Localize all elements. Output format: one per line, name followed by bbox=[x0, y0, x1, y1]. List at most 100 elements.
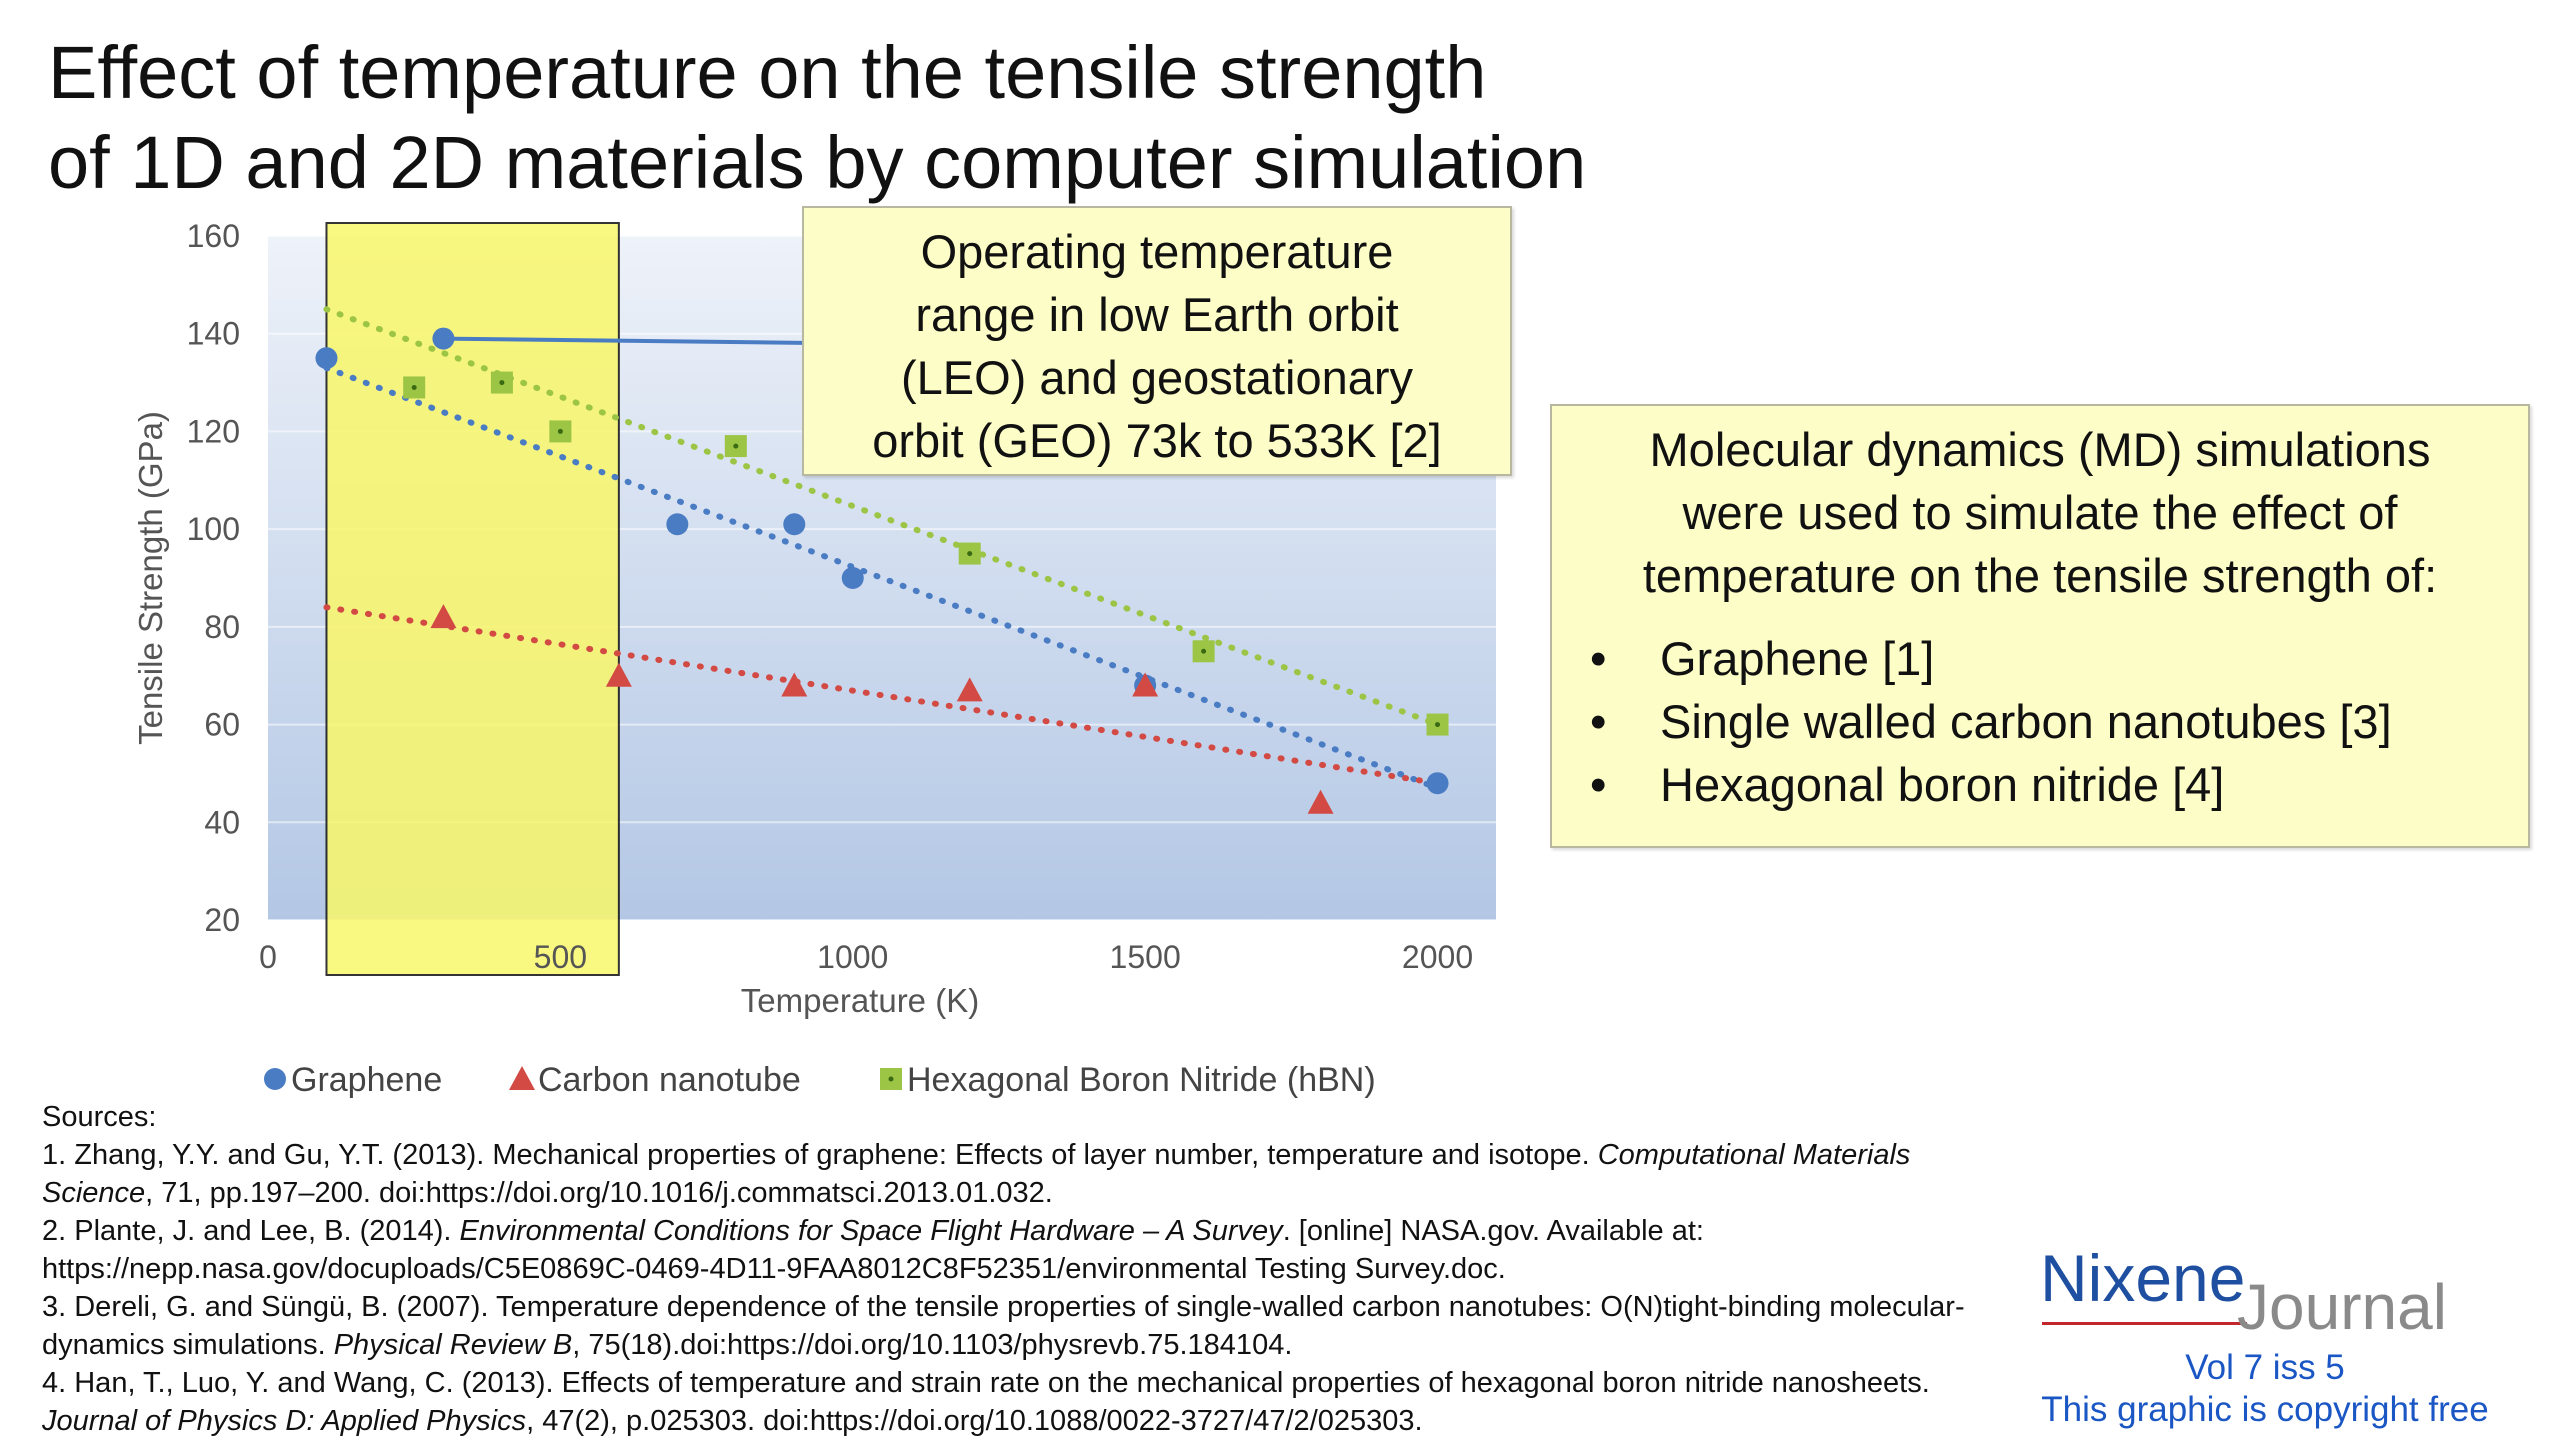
nixene-journal-brand: Nixene Journal Vol 7 iss 5 This graphic … bbox=[2030, 1240, 2530, 1429]
legend-label: Hexagonal Boron Nitride (hBN) bbox=[907, 1061, 1376, 1099]
x-tick-labels: 0 500 1000 1500 2000 bbox=[259, 939, 1473, 975]
y-tick-label: 80 bbox=[204, 609, 240, 645]
ref-text: , 47(2), p.025303. doi:https://doi.org/1… bbox=[526, 1405, 1423, 1437]
highlight-band bbox=[325, 222, 620, 976]
point-circle-2 bbox=[666, 513, 689, 536]
point-square-1-dot bbox=[499, 380, 505, 386]
trendline-0 bbox=[323, 364, 1441, 792]
y-tick-label: 40 bbox=[204, 804, 240, 840]
y-tick-label: 140 bbox=[187, 316, 240, 352]
point-circle-0 bbox=[315, 347, 338, 370]
point-triangle-3 bbox=[956, 677, 983, 702]
logo-underline bbox=[2042, 1322, 2247, 1325]
source-ref-1: 1. Zhang, Y.Y. and Gu, Y.T. (2013). Mech… bbox=[42, 1136, 2002, 1212]
md-item-nanotubes: • Single walled carbon nanotubes [3] bbox=[1572, 690, 2508, 753]
title-line-1: Effect of temperature on the tensile str… bbox=[48, 31, 1487, 114]
source-ref-3: 3. Dereli, G. and Süngü, B. (2007). Temp… bbox=[42, 1288, 2002, 1364]
x-tick-label: 2000 bbox=[1402, 939, 1473, 975]
point-square-3 bbox=[724, 435, 747, 458]
nixene-logo: Nixene Journal bbox=[2030, 1240, 2530, 1343]
md-item-label: Graphene [1] bbox=[1660, 632, 1935, 685]
md-intro-line-2: were used to simulate the effect of bbox=[1682, 486, 2398, 539]
y-tick-label: 120 bbox=[187, 413, 240, 449]
md-item-label: Hexagonal boron nitride [4] bbox=[1660, 758, 2225, 811]
x-tick-label: 1000 bbox=[817, 939, 888, 975]
logo-journal: Journal bbox=[2237, 1271, 2447, 1343]
point-square-2-dot bbox=[557, 428, 563, 434]
ref-journal: Physical Review B bbox=[333, 1329, 573, 1361]
legend-marker-circle bbox=[264, 1068, 286, 1090]
point-triangle-0 bbox=[430, 604, 457, 629]
data-points bbox=[315, 327, 1449, 814]
x-tick-label: 500 bbox=[534, 939, 587, 975]
md-material-list: • Graphene [1] • Single walled carbon nano… bbox=[1572, 627, 2508, 816]
md-intro-line-1: Molecular dynamics (MD) simulations bbox=[1649, 423, 2431, 476]
point-square-2 bbox=[549, 420, 572, 443]
point-triangle-1 bbox=[605, 662, 632, 687]
y-tick-labels: 20 40 60 80 100 120 140 160 bbox=[187, 218, 240, 938]
trendline-1 bbox=[323, 604, 1441, 787]
y-tick-label: 60 bbox=[204, 707, 240, 743]
ref-text: . [online] NASA.gov. Available at: https… bbox=[42, 1215, 1704, 1285]
x-tick-label: 1500 bbox=[1110, 939, 1181, 975]
sources-heading: Sources: bbox=[42, 1101, 157, 1133]
bullet-icon: • bbox=[1590, 632, 1607, 685]
point-square-3-dot bbox=[733, 443, 739, 449]
graphene-connector-line bbox=[443, 336, 853, 346]
point-square-4-dot bbox=[967, 551, 973, 557]
ref-journal: Computational Materials Science bbox=[42, 1139, 1911, 1209]
legend-marker-square-dot bbox=[888, 1076, 894, 1082]
ref-journal: Environmental Conditions for Space Fligh… bbox=[459, 1215, 1283, 1247]
orbit-line-3: (LEO) and geostationary bbox=[900, 351, 1414, 404]
legend-label: Graphene bbox=[291, 1061, 442, 1099]
point-square-0 bbox=[403, 376, 426, 399]
ref-text: , 71, pp.197–200. doi:https://doi.org/10… bbox=[145, 1177, 1053, 1209]
ref-text: 4. Han, T., Luo, Y. and Wang, C. (2013).… bbox=[42, 1367, 1930, 1399]
orbit-line-1: Operating temperature bbox=[920, 225, 1394, 278]
orbit-line-4: orbit (GEO) 73k to 533K [2] bbox=[872, 414, 1442, 467]
source-ref-2: 2. Plante, J. and Lee, B. (2014). Enviro… bbox=[42, 1212, 2002, 1288]
point-triangle-2 bbox=[781, 672, 808, 697]
legend-marker-square bbox=[880, 1068, 902, 1090]
y-tick-label: 160 bbox=[187, 218, 240, 254]
volume-issue: Vol 7 iss 5 bbox=[2185, 1348, 2345, 1387]
y-tick-label: 100 bbox=[187, 511, 240, 547]
point-square-4 bbox=[958, 542, 981, 565]
ref-text: , 75(18).doi:https://doi.org/10.1103/phy… bbox=[572, 1329, 1293, 1361]
ref-text: 1. Zhang, Y.Y. and Gu, Y.T. (2013). Mech… bbox=[42, 1139, 1598, 1171]
slide-title: Effect of temperature on the tensile str… bbox=[48, 28, 1748, 208]
sources-section: Sources: 1. Zhang, Y.Y. and Gu, Y.T. (20… bbox=[42, 1098, 2002, 1440]
point-square-5-dot bbox=[1201, 648, 1207, 654]
orbit-line-2: range in low Earth orbit bbox=[915, 288, 1399, 341]
point-triangle-5 bbox=[1307, 789, 1334, 814]
legend-label: Carbon nanotube bbox=[538, 1061, 801, 1099]
point-circle-6 bbox=[1426, 772, 1449, 795]
bullet-icon: • bbox=[1590, 695, 1607, 748]
md-item-boron-nitride: • Hexagonal boron nitride [4] bbox=[1572, 753, 2508, 816]
orbit-temperature-callout: Operating temperature range in low Earth… bbox=[802, 206, 1512, 476]
legend: Graphene Carbon nanotube Hexagonal Boron N… bbox=[264, 1061, 1376, 1099]
point-square-6-dot bbox=[1435, 722, 1441, 728]
x-tick-label: 0 bbox=[259, 939, 277, 975]
point-square-1 bbox=[490, 371, 513, 394]
md-intro-line-3: temperature on the tensile strength of: bbox=[1642, 549, 2438, 602]
md-item-label: Single walled carbon nanotubes [3] bbox=[1660, 695, 2392, 748]
md-item-graphene: • Graphene [1] bbox=[1572, 627, 2508, 690]
point-circle-3 bbox=[783, 513, 806, 536]
legend-marker-triangle bbox=[509, 1066, 535, 1091]
point-circle-1 bbox=[432, 327, 455, 350]
source-ref-4: 4. Han, T., Luo, Y. and Wang, C. (2013).… bbox=[42, 1364, 2002, 1440]
point-circle-4 bbox=[841, 567, 864, 589]
y-axis-label: Tensile Strength (GPa) bbox=[132, 411, 169, 745]
logo-nixene: Nixene bbox=[2040, 1241, 2246, 1315]
ref-text: 3. Dereli, G. and Süngü, B. (2007). Temp… bbox=[42, 1291, 1965, 1361]
ref-journal: Journal of Physics D: Applied Physics bbox=[42, 1405, 527, 1437]
operating-range-highlight bbox=[325, 222, 620, 976]
title-line-2: of 1D and 2D materials by computer simul… bbox=[48, 121, 1587, 204]
point-square-0-dot bbox=[411, 384, 417, 390]
bullet-icon: • bbox=[1590, 758, 1607, 811]
point-square-6 bbox=[1426, 713, 1449, 736]
copyright-note: This graphic is copyright free bbox=[2041, 1390, 2489, 1429]
y-tick-label: 20 bbox=[204, 902, 240, 938]
